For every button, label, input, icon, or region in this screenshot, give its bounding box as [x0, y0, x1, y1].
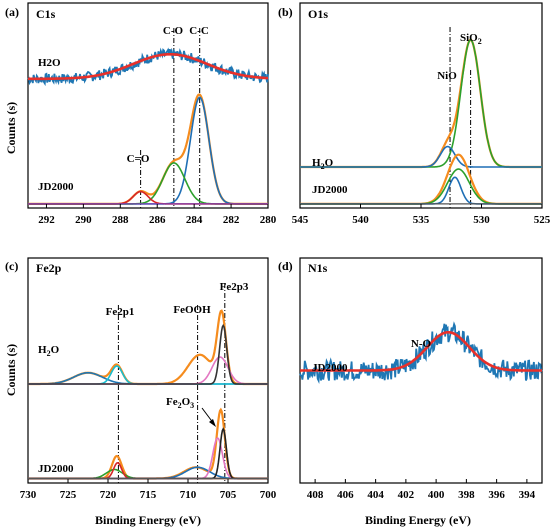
series-component-h2o	[28, 323, 268, 385]
sample-label-h2o: H2O	[38, 344, 60, 358]
sample-label-jd2000: JD2000	[312, 362, 348, 374]
peak-label-sio2: SiO2	[460, 32, 482, 46]
sample-label-jd2000: JD2000	[38, 463, 74, 475]
sample-label-h2o-subscript: 2	[47, 349, 51, 358]
x-tick-label: 700	[260, 489, 277, 501]
panel-title: Fe2p	[36, 261, 62, 275]
panel-c: 730 725 720 715 710 705 700 (c) Fe2p Fe2p1 FeO…	[5, 257, 277, 501]
x-tick-label: 286	[149, 214, 166, 226]
sample-label-jd2000: JD2000	[38, 181, 74, 193]
y-axis-title-bottom: Counts (s)	[4, 344, 18, 396]
x-tick-label: 398	[458, 489, 475, 501]
sample-label-h2o-o: O	[51, 344, 60, 356]
curve-layer	[300, 27, 542, 208]
sample-label-h2o: H2O	[312, 157, 334, 171]
x-tick-label: 525	[534, 214, 550, 226]
panel-d: 408 406 404 402 400 398 396 394 (d) N1s N-O JD2…	[278, 257, 543, 501]
series-envelope-h2o	[28, 309, 268, 386]
x-tick-label: 290	[75, 214, 92, 226]
x-tick-label: 535	[413, 214, 430, 226]
peak-label-c-c: C-C	[189, 25, 209, 37]
series-component-h2o	[300, 145, 542, 168]
panel-b: 545 540 535 530 525 (b) O1s SiO2 NiO H2O JD2…	[278, 2, 550, 226]
x-axis-title-left: Binding Energy (eV)	[95, 513, 201, 527]
x-tick-label: 402	[398, 489, 415, 501]
peak-label-c-double-o: C=O	[127, 153, 150, 165]
x-tick-label: 400	[428, 489, 445, 501]
x-tick-label: 282	[223, 214, 240, 226]
x-tick-label: 730	[20, 489, 37, 501]
peak-label-fe2p3: Fe2p3	[220, 281, 249, 293]
series-component-h2o	[300, 39, 542, 168]
x-tick-label: 292	[38, 214, 55, 226]
series-fit-h2o	[28, 53, 268, 81]
peak-label-sio2-subscript: 2	[478, 37, 482, 46]
x-tick-label: 705	[220, 489, 237, 501]
x-tick-label: 408	[307, 489, 324, 501]
series-fit-jd2000	[300, 331, 542, 372]
panel-label: (c)	[5, 259, 18, 273]
curve-layer	[299, 321, 543, 385]
peak-label-n-o: N-O	[411, 338, 432, 350]
x-tick-label: 540	[352, 214, 369, 226]
series-envelope-jd2000	[300, 153, 542, 205]
x-tick-label: 710	[180, 489, 197, 501]
x-axis-title-right: Binding Energy (eV)	[365, 513, 471, 527]
peak-label-nio: NiO	[437, 70, 457, 82]
panel-title: C1s	[36, 7, 56, 21]
peak-label-c-o: C-O	[163, 25, 184, 37]
plot-frame	[27, 2, 269, 209]
peak-label-fe2o3-fe: Fe	[166, 396, 178, 408]
sample-label-h2o-h: H	[38, 344, 47, 356]
x-tick-label: 725	[60, 489, 77, 501]
tick-layer: 730 725 720 715 710 705 700	[20, 479, 277, 501]
x-tick-label: 394	[519, 489, 536, 501]
panel-title: O1s	[308, 7, 328, 21]
x-tick-label: 404	[367, 489, 384, 501]
series-raw-jd2000	[299, 321, 543, 385]
peak-label-fe2o3-o: O	[182, 396, 191, 408]
series-raw-h2o	[27, 47, 269, 87]
x-tick-label: 280	[260, 214, 277, 226]
sample-label-h2o-subscript: 2	[321, 162, 325, 171]
peak-label-sio2-base: SiO	[460, 32, 478, 44]
panel-label: (b)	[278, 5, 293, 19]
x-tick-label: 720	[100, 489, 117, 501]
series-envelope-h2o	[300, 38, 542, 169]
x-tick-label: 284	[186, 214, 203, 226]
x-tick-label: 288	[112, 214, 129, 226]
sample-label-jd2000: JD2000	[312, 184, 348, 196]
fe2o3-arrowhead	[209, 419, 216, 427]
y-axis-title-top: Counts (s)	[4, 102, 18, 154]
x-tick-label: 406	[337, 489, 354, 501]
curve-layer	[28, 283, 268, 483]
sample-label-h2o: H2O	[38, 57, 61, 69]
tick-layer: 292 290 288 286 284 282 280	[38, 204, 277, 226]
panel-label: (d)	[278, 259, 293, 273]
plot-frame	[299, 2, 543, 209]
curve-layer	[27, 28, 269, 208]
peak-label-fe2p1: Fe2p1	[106, 306, 135, 318]
panel-a: 292 290 288 286 284 282 280 (a) C1s C-O C-C C=…	[5, 2, 277, 226]
x-tick-label: 396	[488, 489, 505, 501]
sample-label-h2o-h: H	[312, 157, 321, 169]
peak-label-feooh: FeOOH	[173, 304, 211, 316]
sample-label-h2o-o: O	[325, 157, 334, 169]
tick-layer: 408 406 404 402 400 398 396 394	[307, 479, 536, 501]
peak-label-fe2o3-sub-2: 2	[178, 401, 182, 410]
panel-label: (a)	[5, 5, 19, 19]
peak-label-fe2o3: Fe2O3	[166, 396, 194, 410]
tick-layer: 545 540 535 530 525	[292, 204, 550, 226]
panel-title: N1s	[308, 261, 328, 275]
peak-label-fe2o3-sub-3: 3	[190, 401, 194, 410]
x-tick-label: 545	[292, 214, 309, 226]
x-tick-label: 715	[140, 489, 157, 501]
x-tick-label: 530	[473, 214, 490, 226]
